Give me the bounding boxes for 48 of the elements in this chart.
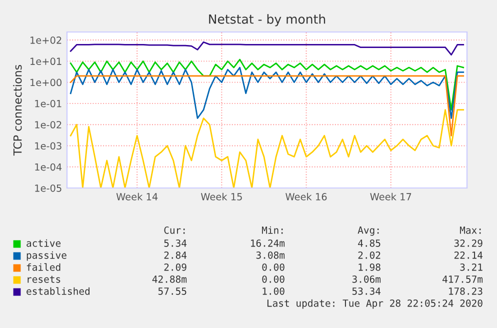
y-tick-label: 1e-02 [35,121,62,128]
y-axis-title: TCP connections [13,64,22,156]
legend-label: resets [28,276,60,283]
text: Min: [262,226,283,234]
text: 2.02 [358,251,380,259]
legend-label: failed [26,263,60,271]
y-tick-label: 1e-05 [35,184,62,192]
text: 1.98 [358,263,380,271]
x-tick-label: Week 15 [200,192,242,200]
line-series [70,109,464,188]
text: Max: [460,226,481,234]
y-tick-label: 1e-01 [35,100,62,108]
text: 42.88m [152,275,187,283]
legend-label: active [26,239,61,247]
text: 16.24m [251,239,285,247]
x-tick-label: Week 16 [286,192,327,200]
text: Last update: Tue Apr 28 22:05:24 2020 [267,299,482,309]
line-series [70,58,464,111]
x-tick-label: Week 14 [116,192,158,200]
text: 178.23 [449,287,482,295]
line-series [70,41,464,56]
y-tick-label: 1e+00 [30,78,62,86]
text: 0.00 [262,263,284,271]
text: 22.14 [454,251,483,259]
text: 32.29 [454,239,482,247]
text: 2.84 [164,251,187,259]
y-tick-label: 1e+02 [30,36,62,44]
text: 5.34 [164,239,187,247]
text: Avg: [358,226,379,236]
chart-title: Netstat - by month [209,14,326,26]
y-tick-label: 1e-03 [35,142,62,150]
text: 1.00 [262,287,284,295]
legend-label: passive [26,251,66,261]
line-series [70,66,464,119]
legend-label: established [26,287,90,295]
text: 4.85 [358,239,380,247]
y-tick-label: 1e-04 [35,163,62,171]
text: 3.08m [256,251,285,259]
text: 417.57m [442,276,483,283]
text: 3.21 [460,263,482,271]
x-tick-label: Week 17 [370,192,412,200]
text: 3.06m [352,275,381,283]
text: 53.34 [352,287,381,295]
y-tick-label: 1e+01 [30,58,62,66]
text: 57.55 [158,288,186,295]
text: 0.00 [262,275,284,283]
text: 2.09 [164,263,186,271]
text: Cur: [164,226,185,234]
